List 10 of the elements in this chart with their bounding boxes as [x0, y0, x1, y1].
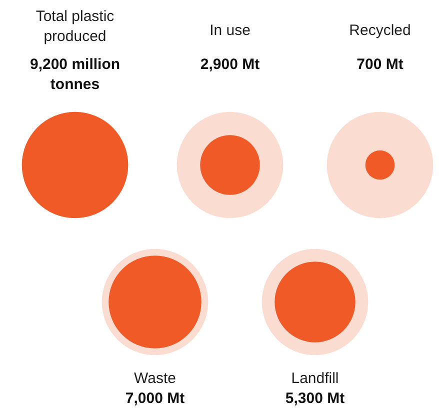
data-label: 5,300 Mt	[285, 390, 345, 407]
data-label: 700 Mt	[356, 56, 404, 73]
category-label: Waste	[134, 370, 176, 387]
category-label: Recycled	[349, 22, 411, 39]
category-label: Total plastic produced	[36, 8, 115, 45]
data-label: 2,900 Mt	[200, 56, 260, 73]
data-label: 7,000 Mt	[125, 390, 185, 407]
data-label: 9,200 million tonnes	[30, 56, 120, 93]
category-label: Landfill	[291, 370, 339, 387]
category-label: In use	[210, 22, 250, 39]
